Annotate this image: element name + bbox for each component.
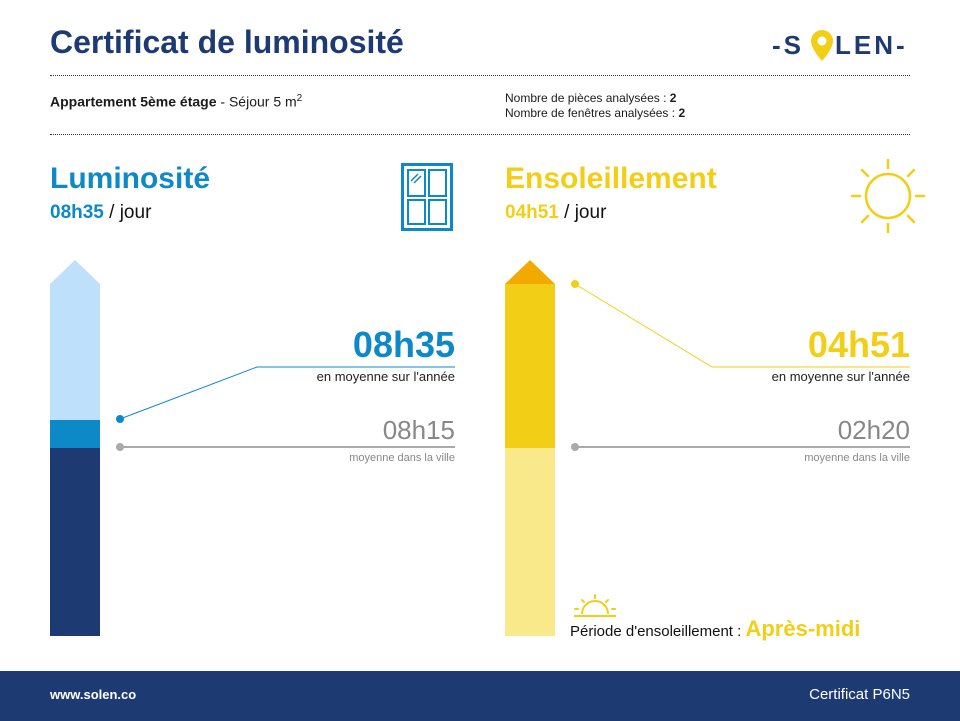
- luminosite-city-label: moyenne dans la ville: [349, 452, 455, 464]
- luminosite-avg-label: en moyenne sur l'année: [316, 369, 455, 384]
- luminosite-gauge-marker: [50, 420, 100, 448]
- analysis-counts: Nombre de pièces analysées : 2 Nombre de…: [505, 91, 685, 121]
- windows-count: Nombre de fenêtres analysées : 2: [505, 106, 686, 120]
- ensoleillement-title: Ensoleillement: [505, 162, 717, 195]
- ensoleillement-city-value: 02h20: [837, 415, 910, 445]
- logo-text-left: -S: [772, 30, 804, 60]
- top-divider: [50, 75, 910, 76]
- ensoleillement-gauge: [505, 260, 910, 636]
- property-name: Appartement 5ème étage: [50, 93, 217, 110]
- website-link[interactable]: www.solen.co: [50, 687, 137, 702]
- luminosite-per-day: 08h35 / jour: [50, 202, 152, 223]
- room-info: - Séjour 5 m: [216, 93, 297, 110]
- luminosite-gauge-upper: [50, 284, 100, 421]
- luminosite-city-value: 08h15: [382, 415, 455, 445]
- room-unit-sup: 2: [296, 93, 303, 104]
- luminosite-gauge-top: [50, 260, 100, 284]
- ensoleillement-value: 04h51: [807, 324, 910, 365]
- luminosite-pointer-line: [119, 366, 455, 420]
- rooms-count: Nombre de pièces analysées : 2: [505, 91, 677, 105]
- sun-period: Période d'ensoleillement : Après-midi: [570, 616, 860, 642]
- ensoleillement-gauge-lower: [505, 448, 555, 636]
- ensoleillement-gauge-fill: [505, 284, 555, 448]
- logo-text-right: LEN-: [835, 30, 908, 60]
- luminosite-title: Luminosité: [50, 162, 211, 195]
- luminosite-gauge-fill: [50, 448, 100, 636]
- footer-bar: [0, 671, 960, 721]
- sun-period-label: Période d'ensoleillement :: [570, 623, 746, 640]
- property-info: Appartement 5ème étage - Séjour 5 m2: [50, 93, 302, 110]
- sunset-icon: [574, 594, 616, 617]
- ensoleillement-avg-label: en moyenne sur l'année: [771, 369, 910, 384]
- sun-icon: [850, 158, 926, 234]
- window-icon: [401, 163, 453, 231]
- sun-period-value: Après-midi: [745, 616, 861, 641]
- luminosite-value: 08h35: [352, 324, 455, 365]
- page-title: Certificat de luminosité: [50, 24, 404, 60]
- solen-logo: -S LEN-: [772, 30, 908, 61]
- meta-divider: [50, 134, 910, 135]
- ensoleillement-per-day: 04h51 / jour: [505, 202, 607, 223]
- certificate-id: Certificat P6N5: [809, 686, 910, 703]
- ensoleillement-gauge-top: [505, 260, 555, 284]
- luminosite-gauge: [50, 260, 455, 636]
- ensoleillement-city-label: moyenne dans la ville: [804, 452, 910, 464]
- ensoleillement-pointer-line: [574, 283, 910, 368]
